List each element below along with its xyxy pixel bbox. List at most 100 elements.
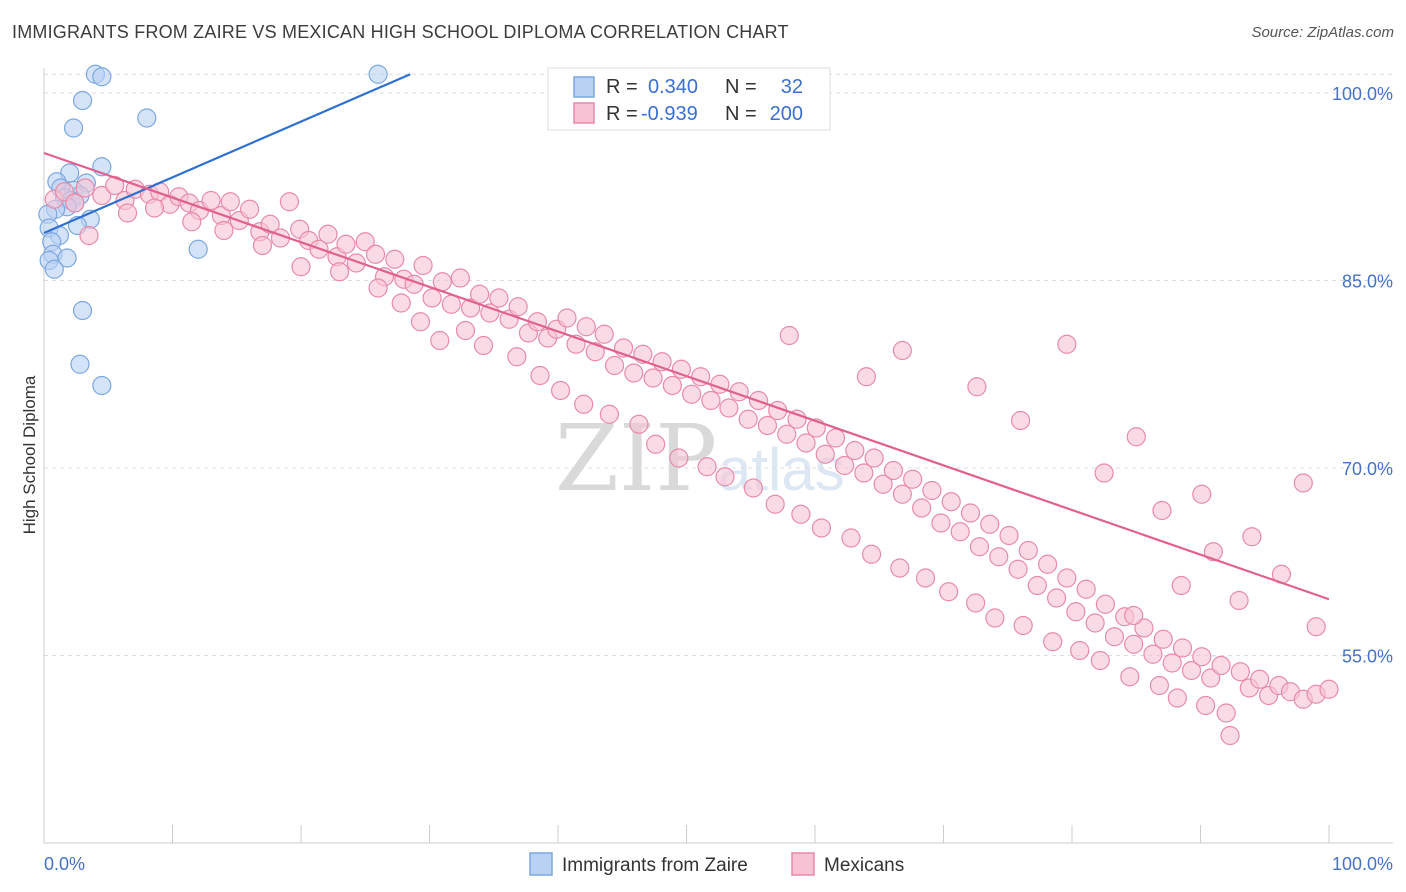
mexicans-point: [1172, 638, 1193, 658]
mexicans-point: [594, 324, 614, 344]
mexicans-point: [643, 368, 663, 388]
zaire-point: [70, 354, 90, 374]
mexicans-point: [1070, 640, 1090, 661]
mexicans-point: [441, 294, 461, 314]
mexicans-point: [455, 320, 476, 341]
mexicans-point: [604, 355, 625, 376]
mexicans-point: [550, 380, 571, 401]
mexicans-point: [903, 469, 923, 489]
zaire-point: [188, 239, 208, 259]
mexicans-point: [1043, 632, 1063, 652]
mexicans-point: [834, 455, 855, 476]
mexicans-point: [1018, 540, 1038, 561]
mexicans-point: [966, 593, 986, 613]
mexicans-point: [841, 528, 861, 548]
bottom-legend-swatch-mexicans: [791, 852, 815, 876]
mexicans-point: [201, 190, 221, 211]
legend-n-value-zaire: 32: [781, 76, 803, 98]
mexicans-point: [182, 212, 202, 232]
mexicans-point: [470, 284, 490, 304]
stats-legend: R = 0.340 N = 32 R = -0.939 N = 200: [547, 67, 831, 131]
legend-r-value-mexicans: -0.939: [641, 103, 698, 125]
mexicans-point: [854, 463, 874, 483]
zaire-point: [63, 118, 84, 138]
mexicans-point: [1124, 634, 1144, 654]
mexicans-point: [1201, 668, 1221, 688]
mexicans-point: [368, 278, 388, 298]
mexicans-point: [669, 448, 689, 468]
mexicans-point: [1120, 667, 1140, 687]
mexicans-point: [1192, 647, 1212, 667]
mexicans-point: [1057, 568, 1077, 588]
mexicans-point: [1153, 629, 1173, 649]
y-tick-label: 55.0%: [1342, 647, 1393, 667]
zaire-point: [44, 259, 64, 279]
mexicans-point: [662, 375, 682, 396]
mexicans-point: [144, 198, 165, 218]
mexicans-point: [931, 513, 951, 533]
mexicans-point: [1134, 618, 1154, 638]
legend-n-value-mexicans: 200: [770, 103, 803, 125]
mexicans-point: [1057, 334, 1077, 354]
mexicans-point: [787, 409, 807, 429]
mexicans-point: [941, 492, 961, 512]
mexicans-point: [743, 478, 763, 498]
mexicans-point: [117, 203, 138, 223]
mexicans-point: [574, 394, 594, 414]
legend-r-label-zaire: R =: [606, 76, 638, 98]
mexicans-point: [1104, 627, 1125, 647]
mexicans-point: [508, 297, 528, 317]
mexicans-point: [92, 185, 112, 206]
mexicans-point: [950, 522, 970, 542]
mexicans-point: [757, 415, 778, 436]
mexicans-point: [1192, 484, 1212, 504]
mexicans-point: [1250, 669, 1270, 689]
mexicans-point: [220, 192, 240, 212]
mexicans-trend-line: [43, 151, 1330, 601]
mexicans-point: [777, 424, 797, 444]
mexicans-point: [65, 193, 85, 213]
mexicans-point: [1171, 575, 1191, 596]
mexicans-point: [450, 268, 470, 288]
mexicans-point: [779, 325, 799, 346]
mexicans-point: [422, 288, 442, 308]
mexicans-point: [1229, 590, 1249, 611]
mexicans-point: [967, 377, 987, 397]
bottom-legend-swatch-zaire: [529, 852, 553, 876]
mexicans-point: [845, 440, 865, 461]
mexicans-point: [1143, 644, 1163, 664]
mexicans-point: [413, 255, 433, 276]
mexicans-point: [391, 293, 411, 313]
mexicans-point: [1162, 653, 1182, 673]
mexicans-point: [1306, 617, 1326, 637]
x-tick-label-min: 0.0%: [44, 854, 85, 874]
mexicans-point: [980, 514, 1000, 534]
legend-r-label-mexicans: R =: [606, 103, 638, 125]
mexicans-point: [1216, 703, 1236, 723]
mexicans-point: [791, 504, 811, 524]
mexicans-point: [530, 365, 550, 386]
mexicans-point: [815, 444, 835, 464]
mexicans-point: [890, 558, 910, 578]
mexicans-point: [1211, 655, 1231, 676]
mexicans-point: [260, 214, 280, 234]
mexicans-point: [892, 484, 912, 504]
mexicans-point: [1013, 615, 1033, 636]
mexicans-point: [346, 253, 366, 273]
mexicans-point: [796, 433, 816, 453]
mexicans-point: [719, 398, 739, 418]
mexicans-point: [922, 480, 942, 501]
mexicans-point: [576, 317, 596, 337]
grid-lines: [44, 73, 1393, 656]
y-tick-label: 70.0%: [1342, 459, 1393, 479]
zaire-point: [72, 90, 93, 111]
y-tick-label: 100.0%: [1332, 84, 1393, 104]
zaire-trend-line: [43, 73, 411, 235]
mexicans-point: [939, 582, 959, 602]
mexicans-point: [1008, 559, 1028, 579]
zaire-point: [368, 64, 388, 84]
series-mexicans: [44, 175, 1339, 746]
mexicans-point: [1126, 427, 1146, 447]
mexicans-point: [856, 367, 877, 387]
mexicans-point: [646, 434, 666, 454]
